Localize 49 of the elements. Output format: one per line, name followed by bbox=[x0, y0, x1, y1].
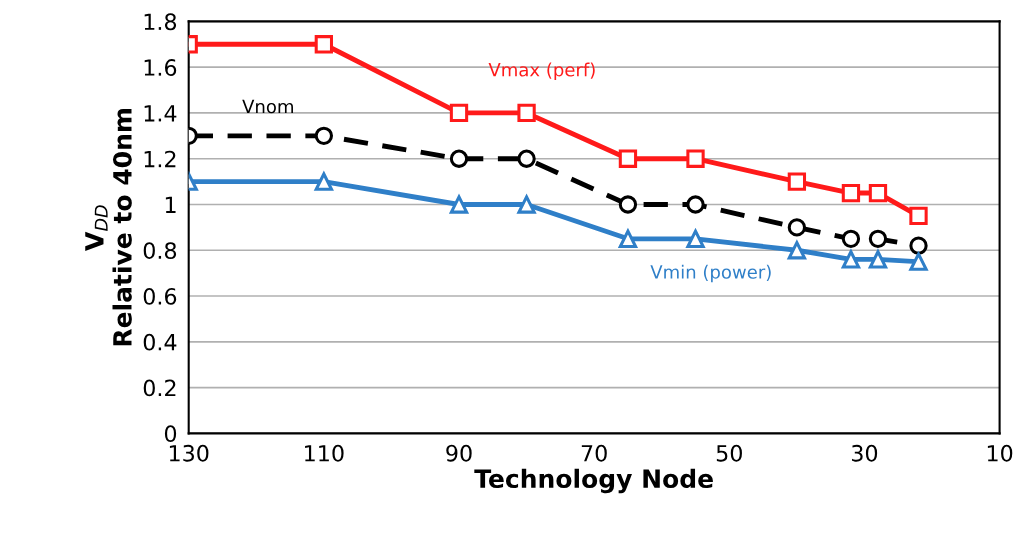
y-tick-label: 1.6 bbox=[144, 59, 177, 76]
point bbox=[314, 126, 334, 145]
point bbox=[787, 241, 807, 260]
x-tick-label: 110 bbox=[305, 444, 344, 462]
point bbox=[841, 250, 861, 269]
point bbox=[909, 206, 928, 226]
point bbox=[517, 149, 536, 168]
point bbox=[909, 236, 928, 255]
x-tick-label: 10 bbox=[987, 444, 1013, 462]
y-tick-label: 0.8 bbox=[143, 242, 177, 260]
x-tick-label: 30 bbox=[852, 444, 878, 462]
point bbox=[787, 172, 807, 191]
y-tick-label: 1.8 bbox=[144, 13, 177, 31]
series-label: Vnom bbox=[242, 99, 293, 114]
point bbox=[449, 195, 469, 214]
point bbox=[517, 103, 536, 123]
point bbox=[868, 183, 888, 203]
x-tick-label: 90 bbox=[446, 444, 472, 462]
x-tick-label: 70 bbox=[581, 444, 607, 462]
x-tick-label: 50 bbox=[716, 444, 742, 462]
y-tick-label: 1.4 bbox=[144, 105, 177, 122]
point bbox=[686, 149, 705, 168]
point bbox=[686, 229, 705, 248]
x-axis-title: Technology Node bbox=[474, 468, 713, 494]
point bbox=[449, 149, 469, 168]
y-tick-label: 1 bbox=[165, 196, 176, 213]
point bbox=[618, 227, 638, 248]
point bbox=[449, 103, 469, 123]
point bbox=[618, 195, 638, 214]
y-axis-title: V$_{DD}$ Relative to 40nm bbox=[85, 109, 132, 346]
y-tick-label: 0.6 bbox=[143, 287, 177, 305]
y-tick-label: 0.4 bbox=[143, 333, 177, 351]
series-label: Vmin (power) bbox=[650, 264, 771, 283]
point bbox=[618, 149, 638, 168]
point bbox=[686, 195, 705, 214]
point bbox=[868, 229, 888, 248]
point bbox=[841, 229, 861, 248]
y-tick-label: 0 bbox=[164, 425, 177, 443]
y-tick-label: 1.2 bbox=[144, 150, 176, 168]
point bbox=[841, 183, 861, 203]
y-tick-label: 0.2 bbox=[143, 379, 176, 397]
point bbox=[787, 218, 807, 237]
x-tick-label: 130 bbox=[169, 444, 209, 462]
point bbox=[314, 172, 334, 191]
series-label: Vmax (perf) bbox=[488, 62, 595, 81]
point bbox=[517, 195, 536, 214]
point bbox=[314, 35, 334, 54]
point bbox=[868, 250, 888, 269]
point bbox=[908, 250, 929, 271]
